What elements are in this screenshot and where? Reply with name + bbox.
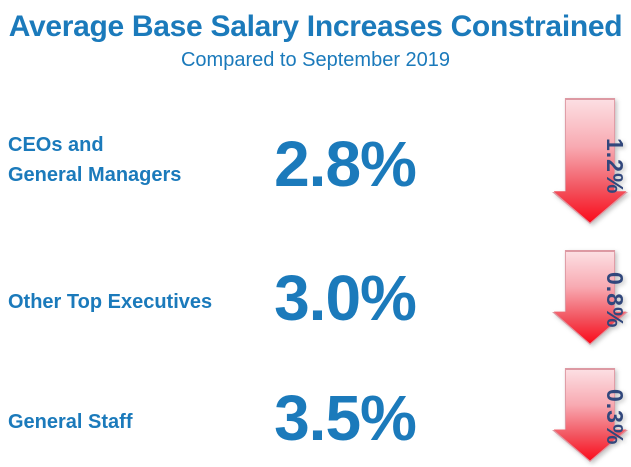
page-subtitle: Compared to September 2019 bbox=[180, 49, 451, 71]
down-arrow-icon: 1.2% bbox=[552, 98, 628, 224]
row-label-general-staff: General Staff bbox=[8, 407, 132, 437]
down-arrow-icon: 0.8% bbox=[552, 250, 628, 345]
row-label-line: CEOs and bbox=[8, 134, 104, 156]
row-label-ceos-general-managers: CEOs and General Managers bbox=[8, 130, 181, 190]
decline-value: 0.8% bbox=[602, 271, 628, 329]
row-value-ceos: 2.8% bbox=[274, 127, 417, 200]
row-label-line: Other Top Executives bbox=[8, 291, 213, 313]
decline-value: 0.3% bbox=[602, 388, 628, 446]
row-label-other-top-executives: Other Top Executives bbox=[8, 287, 212, 317]
row-value-executives: 3.0% bbox=[274, 261, 417, 334]
decline-value: 1.2% bbox=[602, 137, 628, 195]
row-value-staff: 3.5% bbox=[274, 381, 417, 454]
page-title: Average Base Salary Increases Constraine… bbox=[8, 10, 623, 43]
row-label-line: General Managers bbox=[8, 164, 182, 186]
row-label-line: General Staff bbox=[8, 411, 133, 433]
down-arrow-icon: 0.3% bbox=[552, 368, 628, 462]
